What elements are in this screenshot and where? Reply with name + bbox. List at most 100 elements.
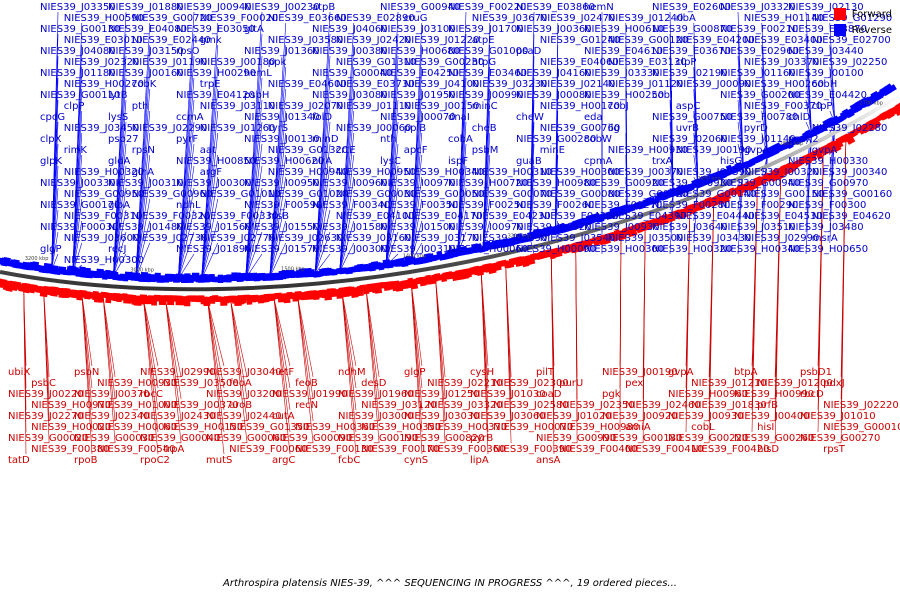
forward-gene-label: NIES39_J00400 bbox=[734, 411, 810, 422]
reverse-gene-label: NIES39_F00590 bbox=[244, 200, 322, 211]
reverse-gene-label: NIES39_G00080 bbox=[540, 189, 620, 200]
leader-line bbox=[245, 165, 263, 279]
forward-gene-label: NIES39_G00010 bbox=[823, 422, 900, 433]
reverse-gene-label: NIES39_J01260 bbox=[200, 123, 276, 134]
reverse-gene-label: aat bbox=[200, 145, 216, 156]
reverse-gene-label: NIES39_J01160 bbox=[720, 68, 796, 79]
leader-line bbox=[341, 293, 357, 389]
reverse-gene-label: cpmA bbox=[584, 156, 613, 167]
forward-gene-label: NIES39_G01350 bbox=[229, 422, 309, 433]
leader-line bbox=[177, 99, 195, 280]
reverse-gene-label: NIES39_J01140 bbox=[720, 134, 796, 145]
leader-line bbox=[505, 265, 512, 444]
forward-gene-label: NIES39_G00030 bbox=[74, 433, 154, 444]
leader-line bbox=[165, 300, 182, 422]
reverse-gene-label: NIES39_J01340 bbox=[244, 112, 320, 123]
reverse-gene-label: NIES39_G00760 bbox=[540, 123, 620, 134]
forward-gene-label: NIES39_F00360 bbox=[427, 444, 505, 455]
forward-gene-label: NIES39_H00930 bbox=[97, 378, 177, 389]
forward-gene-label: NIES39_G00190 bbox=[338, 433, 418, 444]
reverse-gene-label: NIES39_E03870 bbox=[788, 24, 867, 35]
forward-gene-label: NIES39_J00920 bbox=[602, 411, 678, 422]
reverse-gene-label: lysC bbox=[380, 156, 401, 167]
forward-gene-label: NIES39_G00270 bbox=[800, 433, 880, 444]
leader-line bbox=[480, 270, 489, 455]
reverse-gene-label: NIES39_I00970 bbox=[380, 178, 456, 189]
leader-line bbox=[410, 132, 423, 262]
reverse-gene-label: NIES39_J02730 bbox=[132, 233, 208, 244]
reverse-gene-label: NIES39_I00950 bbox=[244, 178, 320, 189]
forward-gene-label: NIES39_H01000 bbox=[97, 400, 177, 411]
reverse-gene-label: cheB bbox=[472, 123, 497, 134]
forward-gene-label: NIES39_H00970 bbox=[31, 400, 111, 411]
reverse-gene-label: NIES39_F00290 bbox=[720, 200, 798, 211]
forward-gene-label: NIES39_J00220 bbox=[8, 389, 84, 400]
leader-line bbox=[314, 187, 331, 274]
forward-gene-label: hetF bbox=[272, 367, 294, 378]
reverse-gene-label: NIES39_J01500 bbox=[380, 222, 456, 233]
reverse-gene-label: NIES39_F00210 bbox=[720, 24, 798, 35]
leader-line bbox=[177, 231, 195, 280]
leader-line bbox=[385, 165, 399, 266]
forward-gene-label: NIES39_J01830 bbox=[691, 400, 767, 411]
reverse-gene-label: NIES39_E03130 bbox=[608, 57, 687, 68]
forward-gene-label: coaD bbox=[536, 389, 562, 400]
reverse-gene-label: NIES39_G01000 bbox=[448, 46, 528, 57]
reverse-gene-label: NIES39_E03400 bbox=[744, 35, 823, 46]
forward-gene-label: psbN bbox=[74, 367, 99, 378]
leader-line bbox=[51, 231, 59, 271]
leader-line bbox=[143, 300, 159, 367]
reverse-gene-label: cobI bbox=[652, 90, 673, 101]
reverse-gene-label: glpK bbox=[40, 156, 62, 167]
leader-line bbox=[135, 110, 151, 278]
forward-gene-label: cysH bbox=[470, 367, 494, 378]
reverse-gene-label: NIES39_J03100 bbox=[380, 24, 456, 35]
reverse-gene-label: NIES39_G00940 bbox=[720, 178, 800, 189]
reverse-gene-label: NIES39_J03670 bbox=[472, 13, 548, 24]
reverse-gene-label: ndhL bbox=[176, 200, 201, 211]
reverse-gene-label: NIES39_J03160 bbox=[336, 233, 412, 244]
leader-line bbox=[457, 143, 467, 254]
forward-gene-label: feoB bbox=[295, 378, 318, 389]
leader-line bbox=[737, 166, 744, 255]
leader-line bbox=[314, 231, 331, 274]
reverse-gene-label: atpB bbox=[312, 2, 335, 13]
leader-line bbox=[201, 242, 219, 280]
forward-gene-label: NIES39_J00930 bbox=[668, 411, 744, 422]
reverse-gene-label: NIES39_J00930 bbox=[584, 222, 660, 233]
leader-line bbox=[669, 143, 674, 195]
reverse-gene-label: trpE bbox=[200, 79, 221, 90]
forward-gene-label: NIES39_H00070 bbox=[493, 422, 573, 433]
reverse-gene-label: NIES39_J02470 bbox=[540, 13, 616, 24]
reverse-gene-label: NIES39_H00300 bbox=[64, 255, 144, 266]
reverse-gene-label: NIES39_J00320 bbox=[744, 167, 820, 178]
forward-gene-label: lipA bbox=[470, 455, 489, 466]
leader-line bbox=[230, 300, 248, 400]
forward-gene-label: trpA bbox=[163, 444, 184, 455]
forward-gene-label: NIES39_J01020 bbox=[536, 411, 612, 422]
reverse-gene-label: NIES39_G01240 bbox=[540, 35, 620, 46]
forward-gene-label: NIES39_H00350 bbox=[361, 422, 441, 433]
reverse-gene-label: NIES39_J03640 bbox=[652, 222, 728, 233]
reverse-gene-label: tyrS bbox=[268, 123, 288, 134]
leader-line bbox=[177, 143, 195, 280]
reverse-gene-label: gvpA bbox=[812, 145, 838, 156]
leader-line bbox=[805, 99, 812, 135]
forward-gene-label: NIES39_H00360 bbox=[295, 422, 375, 433]
reverse-gene-label: NIES39_E04120 bbox=[176, 90, 255, 101]
leader-line bbox=[23, 288, 27, 455]
leader-line bbox=[177, 209, 195, 280]
reverse-gene-label: NIES39_J00080 bbox=[516, 90, 592, 101]
leader-line bbox=[230, 300, 248, 422]
reverse-gene-label: NIES39_J00300 bbox=[176, 178, 252, 189]
reverse-gene-label: NIES39_J01950 bbox=[380, 90, 456, 101]
reverse-gene-label: NIES39_J03480 bbox=[788, 222, 864, 233]
reverse-gene-label: NIES39_J02190 bbox=[652, 68, 728, 79]
forward-gene-label: NIES39_J02990 bbox=[140, 367, 216, 378]
leader-line bbox=[435, 279, 446, 444]
forward-gene-label: NIES39_J02430 bbox=[140, 411, 216, 422]
leader-line bbox=[269, 154, 287, 278]
leader-line bbox=[113, 165, 127, 277]
reverse-gene-label: NIES39_E03860 bbox=[516, 2, 595, 13]
leader-line bbox=[113, 121, 127, 277]
